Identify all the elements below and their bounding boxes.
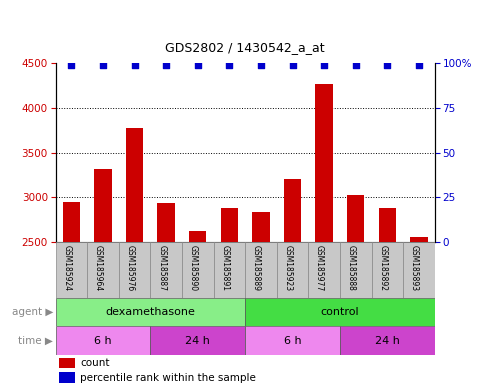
Bar [221, 208, 238, 384]
Bar [347, 195, 364, 384]
Point [194, 62, 201, 68]
Point [320, 62, 328, 68]
Bar [340, 242, 371, 298]
Text: control: control [321, 307, 359, 317]
Point [68, 62, 75, 68]
Text: count: count [80, 358, 110, 368]
Bar [59, 358, 74, 368]
Bar [87, 242, 119, 298]
Bar [308, 242, 340, 298]
Point [162, 62, 170, 68]
Point [289, 62, 297, 68]
Text: GDS2802 / 1430542_a_at: GDS2802 / 1430542_a_at [165, 41, 325, 54]
Bar [126, 127, 143, 384]
Bar [59, 372, 74, 382]
Point [99, 62, 107, 68]
Text: 24 h: 24 h [185, 336, 210, 346]
Text: GSM185892: GSM185892 [378, 245, 387, 291]
Text: GSM185887: GSM185887 [157, 245, 166, 291]
Bar [245, 242, 277, 298]
Text: GSM185964: GSM185964 [94, 245, 103, 291]
Bar [284, 179, 301, 384]
Text: time ▶: time ▶ [18, 336, 53, 346]
Bar [245, 326, 340, 355]
Bar [94, 169, 112, 384]
Bar [182, 242, 213, 298]
Text: percentile rank within the sample: percentile rank within the sample [80, 372, 256, 383]
Bar [157, 203, 175, 384]
Point [257, 62, 265, 68]
Bar [150, 242, 182, 298]
Text: GSM185888: GSM185888 [347, 245, 355, 291]
Text: 24 h: 24 h [375, 336, 400, 346]
Text: GSM185923: GSM185923 [284, 245, 293, 291]
Point [415, 62, 423, 68]
Text: agent ▶: agent ▶ [12, 307, 53, 317]
Bar [119, 242, 150, 298]
Bar [379, 208, 396, 384]
Bar [56, 242, 87, 298]
Text: GSM185893: GSM185893 [410, 245, 419, 291]
Bar [245, 298, 435, 326]
Bar [252, 212, 270, 384]
Bar [410, 237, 427, 384]
Point [131, 62, 139, 68]
Text: 6 h: 6 h [94, 336, 112, 346]
Point [226, 62, 233, 68]
Bar [56, 326, 150, 355]
Text: GSM185924: GSM185924 [62, 245, 71, 291]
Point [384, 62, 391, 68]
Text: GSM185889: GSM185889 [252, 245, 261, 291]
Point [352, 62, 359, 68]
Text: GSM185977: GSM185977 [315, 245, 324, 291]
Bar [315, 84, 333, 384]
Text: GSM185890: GSM185890 [189, 245, 198, 291]
Bar [277, 242, 308, 298]
Bar [213, 242, 245, 298]
Bar [63, 202, 80, 384]
Bar [403, 242, 435, 298]
Text: dexamethasone: dexamethasone [105, 307, 195, 317]
Bar [150, 326, 245, 355]
Text: 6 h: 6 h [284, 336, 301, 346]
Text: GSM185891: GSM185891 [220, 245, 229, 291]
Bar [340, 326, 435, 355]
Bar [189, 231, 206, 384]
Text: GSM185976: GSM185976 [126, 245, 135, 291]
Bar [371, 242, 403, 298]
Bar [56, 298, 245, 326]
